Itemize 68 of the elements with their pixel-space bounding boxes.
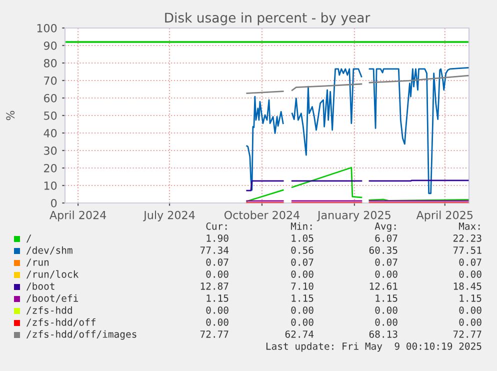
y-axis-title: %	[6, 110, 15, 120]
text: 1.90	[206, 234, 228, 242]
y-tick-label: 20	[44, 164, 57, 172]
text: 0.00	[375, 306, 398, 314]
y-tick-label: 50	[44, 111, 57, 120]
x-tick-label: October 2024	[224, 210, 300, 220]
legend-label: /zfs-hdd	[26, 306, 72, 315]
y-tick-label: 10	[44, 181, 57, 190]
text: 18.45	[454, 282, 482, 290]
legend-label: /zfs-hdd/off/images	[26, 330, 136, 340]
text: Cur:	[206, 222, 227, 230]
text: 77.51	[453, 246, 482, 254]
y-tick-label: 40	[44, 128, 57, 138]
chart-title: Disk usage in percent - by year	[165, 12, 370, 26]
y-tick-label: 70	[44, 76, 57, 85]
legend-label: /run	[26, 258, 49, 267]
text: 22.23	[453, 234, 482, 242]
x-tick-label: July 2024	[143, 210, 195, 222]
x-tick-label: January 2025	[316, 210, 390, 222]
text: 12.61	[370, 282, 398, 290]
text: Min:	[290, 222, 312, 230]
legend-label: /run/lock	[26, 270, 79, 279]
text: 0.00	[459, 318, 482, 326]
text: 0.00	[291, 318, 314, 326]
text: 0.07	[459, 258, 482, 266]
legend-label: /zfs-hdd/off	[26, 318, 96, 327]
text: 0.00	[375, 318, 398, 326]
y-tick-label: 100	[37, 24, 57, 32]
text: 0.00	[459, 306, 482, 314]
y-tick-label: 0	[51, 198, 57, 208]
text: 0.00	[459, 270, 482, 278]
text: 6.07	[375, 234, 398, 242]
text: 72.77	[453, 330, 482, 338]
text: 0.07	[206, 258, 228, 266]
text: 0.00	[206, 270, 228, 278]
text: 1.15	[292, 294, 314, 302]
text: 68.13	[369, 330, 398, 338]
text: 1.15	[206, 294, 228, 302]
x-tick-label: April 2024	[50, 210, 106, 222]
text: 0.00	[375, 270, 398, 278]
text: 0.00	[206, 318, 228, 326]
legend-label: /boot/efi	[26, 294, 78, 303]
text: 77.34	[200, 246, 229, 254]
text: Last update: Fri May 9 00:10:19 2025	[266, 342, 482, 352]
text: 60.35	[369, 246, 398, 254]
text: 62.74	[285, 330, 314, 338]
y-tick-label: 90	[44, 41, 57, 50]
x-tick-label: April 2025	[416, 210, 473, 222]
text: 0.07	[375, 258, 398, 266]
text: 0.07	[291, 258, 314, 266]
text: 72.77	[200, 330, 228, 338]
text: 0.00	[291, 270, 314, 278]
text: 1.15	[460, 294, 482, 302]
text: 0.00	[206, 306, 228, 314]
text: 1.15	[376, 294, 398, 302]
text: 0.00	[291, 306, 314, 314]
legend-label: /dev/shm	[26, 246, 72, 255]
text: 0.56	[291, 246, 314, 254]
text: 7.10	[291, 282, 314, 290]
y-tick-label: 80	[44, 58, 57, 68]
y-tick-label: 30	[44, 146, 57, 155]
y-tick-label: 60	[44, 94, 57, 102]
text: Max:	[458, 222, 480, 230]
text: 1.05	[292, 234, 314, 242]
legend-label: /	[26, 234, 32, 243]
legend-label: /boot	[26, 282, 54, 291]
text: 12.87	[200, 282, 228, 290]
text: Avg:	[374, 222, 396, 232]
